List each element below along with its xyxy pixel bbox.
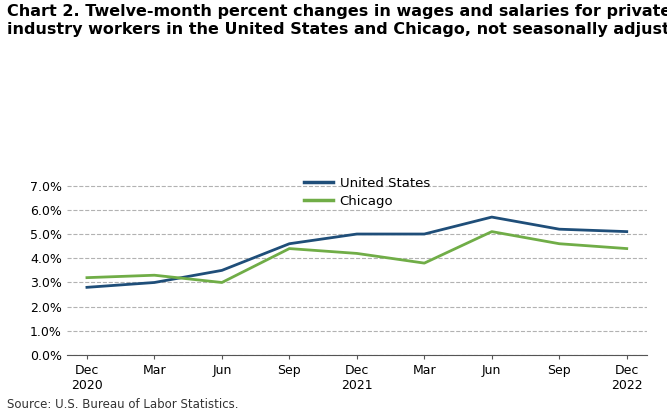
- Text: Source: U.S. Bureau of Labor Statistics.: Source: U.S. Bureau of Labor Statistics.: [7, 398, 238, 411]
- Text: Chart 2. Twelve-month percent changes in wages and salaries for private
industry: Chart 2. Twelve-month percent changes in…: [7, 4, 667, 36]
- Legend: United States, Chicago: United States, Chicago: [299, 172, 435, 213]
